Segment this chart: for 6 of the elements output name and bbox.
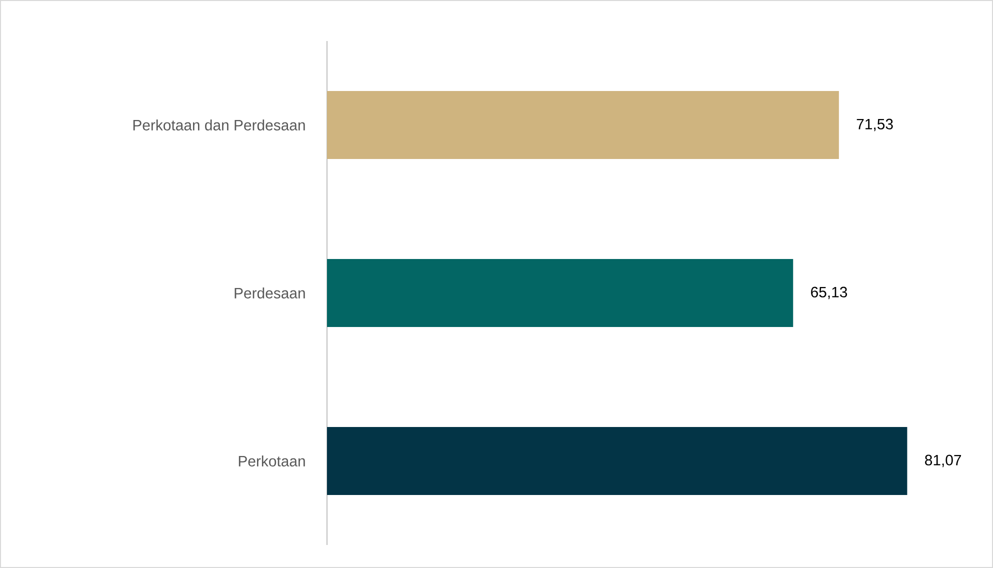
y-tick-label: Perdesaan xyxy=(234,288,305,298)
data-label: 81,07 xyxy=(925,454,962,468)
y-tick-label: Perkotaan dan Perdesaan xyxy=(133,120,305,130)
y-tick-label: Perkotaan xyxy=(238,456,305,466)
data-label: 65,13 xyxy=(811,286,848,300)
data-label: 71,53 xyxy=(856,118,893,132)
